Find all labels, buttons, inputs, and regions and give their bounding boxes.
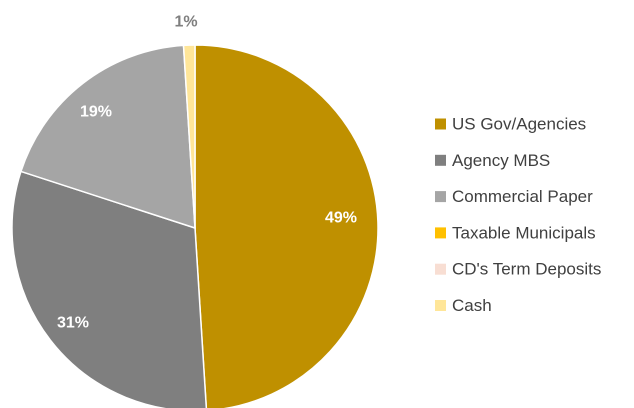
legend-swatch bbox=[435, 191, 446, 202]
pie-slice-us-gov-agencies bbox=[195, 45, 378, 408]
legend-swatch bbox=[435, 227, 446, 238]
legend-label: Agency MBS bbox=[452, 151, 550, 170]
data-label-cash: 1% bbox=[174, 14, 197, 31]
legend-item-cash: Cash bbox=[435, 296, 492, 315]
legend-label: Commercial Paper bbox=[452, 187, 593, 206]
legend-item-taxable-municipals: Taxable Municipals bbox=[435, 223, 596, 242]
legend-label: US Gov/Agencies bbox=[452, 115, 586, 134]
legend-swatch bbox=[435, 300, 446, 311]
data-label-commercial-paper: 19% bbox=[80, 104, 112, 121]
data-label-us-gov-agencies: 49% bbox=[325, 210, 357, 227]
legend-item-commercial-paper: Commercial Paper bbox=[435, 187, 593, 206]
data-label-agency-mbs: 31% bbox=[57, 315, 89, 332]
legend: US Gov/Agencies Agency MBS Commercial Pape… bbox=[435, 115, 601, 316]
legend-item-agency-mbs: Agency MBS bbox=[435, 151, 550, 170]
legend-swatch bbox=[435, 119, 446, 130]
legend-label: CD's Term Deposits bbox=[452, 260, 601, 279]
pie-slices bbox=[12, 45, 378, 408]
legend-label: Cash bbox=[452, 296, 492, 315]
legend-item-cd-s-term-deposits: CD's Term Deposits bbox=[435, 260, 601, 279]
legend-swatch bbox=[435, 155, 446, 166]
legend-swatch bbox=[435, 264, 446, 275]
legend-label: Taxable Municipals bbox=[452, 223, 596, 242]
legend-item-us-gov-agencies: US Gov/Agencies bbox=[435, 115, 586, 134]
